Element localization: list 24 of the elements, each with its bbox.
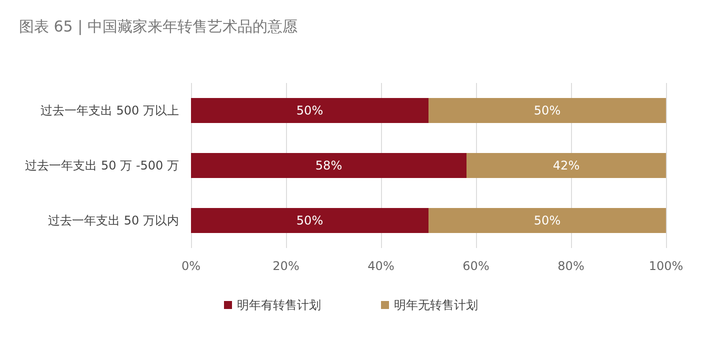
- legend-label: 明年无转售计划: [394, 298, 478, 312]
- x-tick-label: 40%: [368, 259, 394, 273]
- data-label: 58%: [315, 158, 342, 172]
- y-tick-label: 过去一年支出 500 万以上: [40, 104, 179, 118]
- chart-title: 图表 65 | 中国藏家来年转售艺术品的意愿: [19, 18, 298, 36]
- bar: [191, 98, 428, 123]
- bar: [191, 208, 428, 233]
- x-tick-label: 100%: [648, 259, 684, 273]
- data-label: 50%: [534, 104, 561, 118]
- x-tick-label: 80%: [558, 259, 584, 273]
- y-tick-label: 过去一年支出 50 万 -500 万: [25, 158, 179, 172]
- data-label: 50%: [534, 214, 561, 228]
- data-label: 42%: [552, 158, 580, 172]
- x-tick-label: 60%: [462, 259, 490, 273]
- bar: [428, 98, 666, 123]
- bar: [428, 208, 666, 233]
- data-label: 50%: [296, 214, 324, 228]
- bar: [466, 153, 666, 178]
- bar: [191, 153, 466, 178]
- data-label: 50%: [296, 104, 324, 118]
- x-tick-label: 20%: [272, 259, 300, 273]
- legend-label: 明年有转售计划: [237, 298, 321, 312]
- x-tick-label: 0%: [181, 259, 201, 273]
- y-tick-label: 过去一年支出 50 万以内: [48, 214, 179, 228]
